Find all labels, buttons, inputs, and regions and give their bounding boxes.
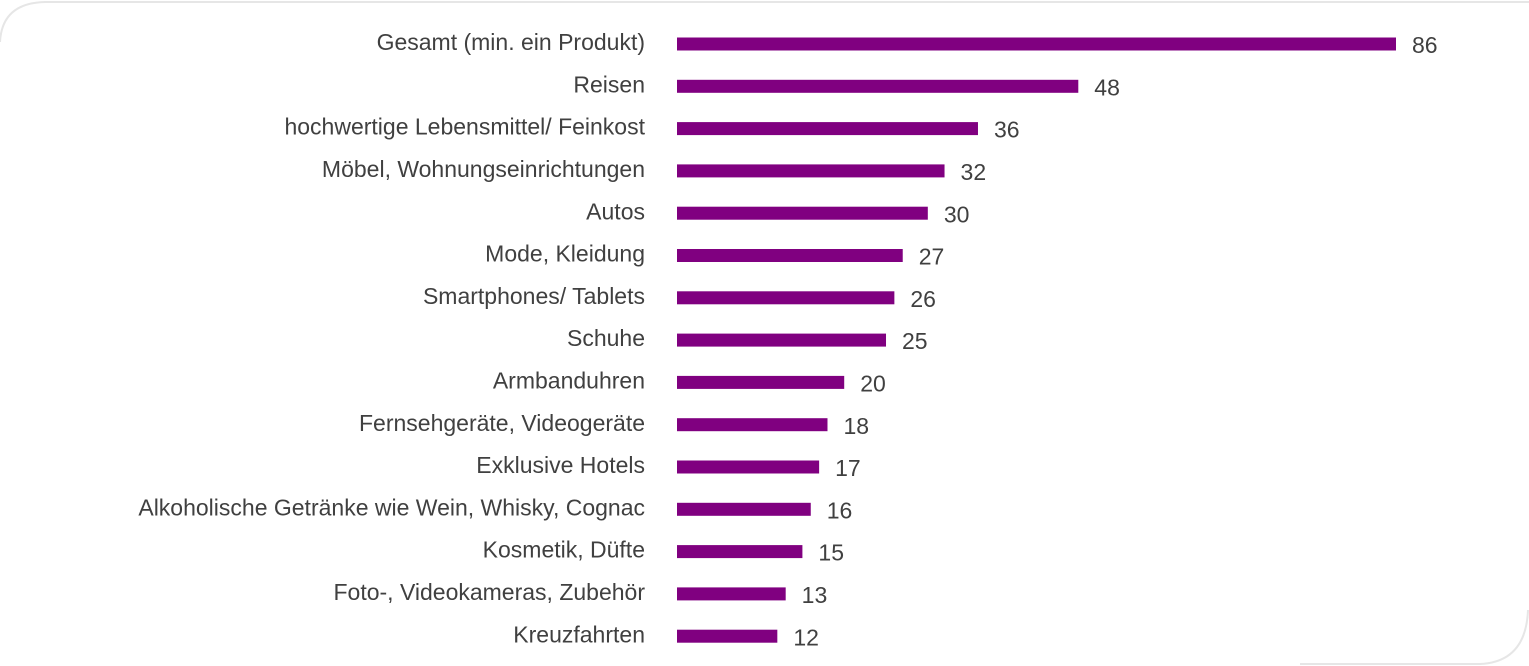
value-label: 12 — [793, 624, 819, 650]
bar — [677, 37, 1396, 51]
value-label: 16 — [827, 497, 853, 523]
bar — [677, 291, 895, 305]
value-label: 26 — [910, 286, 936, 312]
bar — [677, 375, 845, 389]
category-label: Mode, Kleidung — [485, 241, 645, 267]
category-label: Kreuzfahrten — [513, 621, 645, 647]
category-label: Foto-, Videokameras, Zubehör — [333, 579, 645, 605]
category-label: Smartphones/ Tablets — [423, 283, 645, 309]
bar — [677, 164, 945, 178]
value-label: 27 — [919, 244, 945, 270]
category-label: hochwertige Lebensmittel/ Feinkost — [284, 114, 645, 140]
value-label: 36 — [994, 117, 1020, 143]
value-label: 18 — [843, 413, 869, 439]
bar — [677, 418, 828, 432]
category-label: Exklusive Hotels — [476, 452, 645, 478]
category-label: Alkoholische Getränke wie Wein, Whisky, … — [138, 494, 645, 520]
category-label: Schuhe — [567, 325, 645, 351]
value-label: 13 — [802, 582, 828, 608]
bar — [677, 545, 803, 559]
value-label: 20 — [860, 370, 886, 396]
bar — [677, 79, 1079, 93]
frame-top — [0, 1, 1529, 43]
bar — [677, 249, 903, 262]
bar — [677, 502, 811, 516]
category-label: Reisen — [573, 71, 645, 97]
value-label: 17 — [835, 455, 861, 481]
category-label: Fernsehgeräte, Videogeräte — [359, 410, 645, 436]
category-label: Kosmetik, Düfte — [483, 537, 645, 563]
bar — [677, 460, 820, 474]
frame-bottom — [1300, 609, 1529, 665]
bar — [677, 206, 928, 220]
category-label: Möbel, Wohnungseinrichtungen — [322, 156, 645, 182]
bar — [677, 629, 778, 643]
value-label: 15 — [818, 540, 844, 566]
bar — [677, 122, 978, 136]
value-label: 30 — [944, 201, 970, 227]
bar — [677, 587, 786, 601]
bar — [677, 333, 887, 347]
value-label: 32 — [961, 159, 987, 185]
value-label: 48 — [1094, 74, 1120, 100]
category-label: Gesamt (min. ein Produkt) — [377, 29, 645, 55]
value-label: 86 — [1412, 32, 1438, 58]
category-label: Autos — [586, 198, 645, 224]
value-label: 25 — [902, 328, 928, 354]
category-label: Armbanduhren — [493, 367, 645, 393]
